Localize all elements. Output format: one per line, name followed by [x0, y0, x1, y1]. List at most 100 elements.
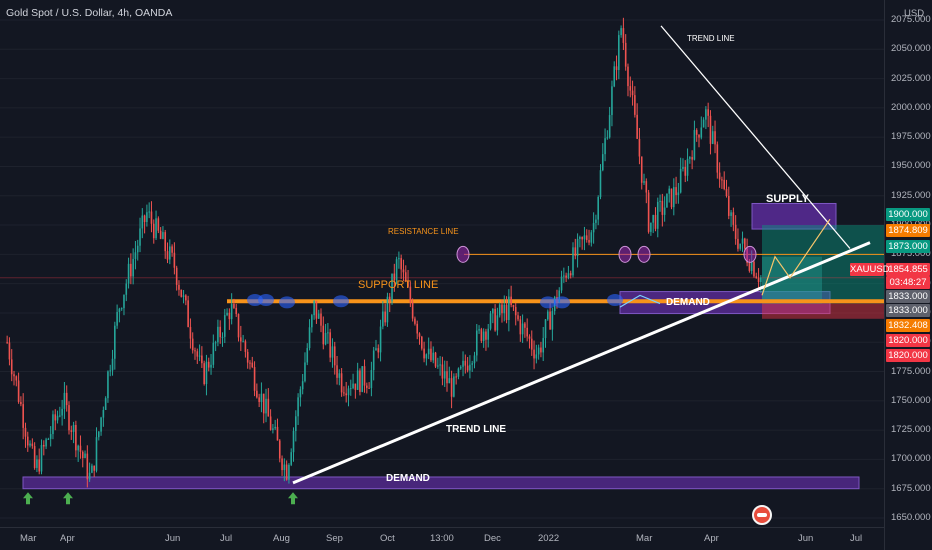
trend-line-label-top: TREND LINE — [687, 34, 735, 43]
candle-body — [262, 393, 265, 414]
candle-body — [760, 277, 762, 283]
candle-body — [514, 306, 517, 316]
chart-title: Gold Spot / U.S. Dollar, 4h, OANDA — [6, 7, 173, 19]
candle-body — [560, 276, 563, 291]
resistance-touch-marker — [743, 245, 757, 263]
candle-body — [549, 311, 551, 330]
candle-body — [727, 195, 730, 216]
candle-body — [695, 130, 698, 135]
candle-body — [22, 404, 24, 428]
candle-body — [157, 218, 160, 231]
candle-body — [453, 376, 455, 397]
price-tick-label: 1975.000 — [891, 131, 931, 143]
candle-body — [308, 327, 311, 349]
candle-body — [345, 393, 348, 396]
support-touch-marker — [258, 294, 274, 307]
candle-body — [233, 304, 235, 308]
candle-body — [221, 336, 224, 338]
support-touch-marker — [540, 296, 556, 309]
candle-body — [249, 362, 251, 364]
price-tick-label: 1925.000 — [891, 189, 931, 201]
candle-body — [290, 452, 293, 465]
candle-body — [63, 392, 66, 409]
tradingview-logo-icon[interactable] — [752, 505, 772, 525]
candle-body — [565, 275, 567, 278]
time-tick-label: Oct — [380, 533, 395, 544]
price-tag: 1820.000 — [886, 334, 930, 347]
time-tick-label: Dec — [484, 533, 501, 544]
candle-body — [253, 367, 256, 391]
candle-body — [535, 354, 538, 359]
candle-body — [546, 311, 549, 320]
candle-body — [663, 207, 666, 215]
time-tick-label: Jun — [165, 533, 181, 544]
candle-body — [100, 417, 102, 432]
candle-body — [56, 415, 59, 421]
candle-body — [194, 350, 196, 352]
candle-body — [437, 365, 439, 367]
candle-body — [457, 368, 460, 377]
candle-body — [166, 251, 169, 260]
candle-body — [203, 363, 205, 384]
candle-body — [171, 246, 173, 253]
up-arrow-icon — [288, 492, 298, 505]
candle-body — [294, 416, 297, 432]
candle-body — [432, 352, 435, 361]
candle-body — [519, 319, 522, 335]
demand-zone-bottom — [22, 476, 860, 490]
candle-body — [88, 472, 91, 480]
price-tag: 1900.000 — [886, 208, 930, 221]
candle-body — [164, 232, 167, 252]
candle-body — [471, 363, 474, 365]
candle-body — [198, 355, 201, 357]
candle-body — [375, 348, 377, 351]
candle-body — [278, 440, 281, 459]
support-touch-marker — [247, 294, 263, 307]
price-chart[interactable] — [0, 0, 884, 527]
candle-body — [368, 387, 370, 389]
candle-body — [478, 329, 480, 331]
candle-body — [219, 326, 222, 338]
candle-body — [592, 222, 595, 233]
candle-body — [508, 296, 510, 321]
candle-body — [86, 453, 89, 480]
candle-body — [313, 300, 315, 316]
support-line-label: SUPPORT LINE — [358, 279, 439, 291]
candle-body — [168, 246, 171, 260]
support-touch-marker — [607, 294, 623, 307]
candle-body — [61, 408, 63, 416]
candle-body — [599, 170, 602, 197]
candle-body — [54, 414, 57, 421]
candle-body — [744, 238, 746, 249]
candle-body — [494, 309, 496, 331]
candle-body — [65, 392, 68, 406]
time-tick-label: Mar — [20, 533, 37, 544]
candle-body — [20, 401, 22, 405]
candle-body — [480, 329, 483, 341]
candle-body — [311, 315, 313, 328]
candle-body — [370, 370, 373, 389]
candle-body — [114, 325, 116, 359]
candle-body — [627, 66, 629, 87]
candle-body — [404, 272, 407, 282]
candle-body — [283, 464, 286, 471]
candle-body — [650, 222, 652, 232]
candle-body — [636, 114, 638, 139]
candle-body — [588, 240, 590, 243]
price-tick-label: 1950.000 — [891, 160, 931, 172]
price-tag: 03:48:27 — [886, 276, 930, 289]
candle-body — [631, 90, 634, 96]
candle-body — [81, 451, 84, 459]
support-touch-marker — [279, 296, 295, 309]
candle-body — [755, 276, 758, 279]
candle-body — [118, 308, 121, 313]
up-arrow-icon — [63, 492, 73, 505]
candle-body — [510, 296, 512, 306]
price-tick-label: 1775.000 — [891, 365, 931, 377]
candle-body — [423, 348, 425, 359]
candle-body — [691, 157, 693, 160]
candle-body — [366, 385, 368, 388]
candle-body — [162, 232, 164, 239]
candle-body — [558, 290, 561, 303]
candle-body — [331, 346, 334, 358]
